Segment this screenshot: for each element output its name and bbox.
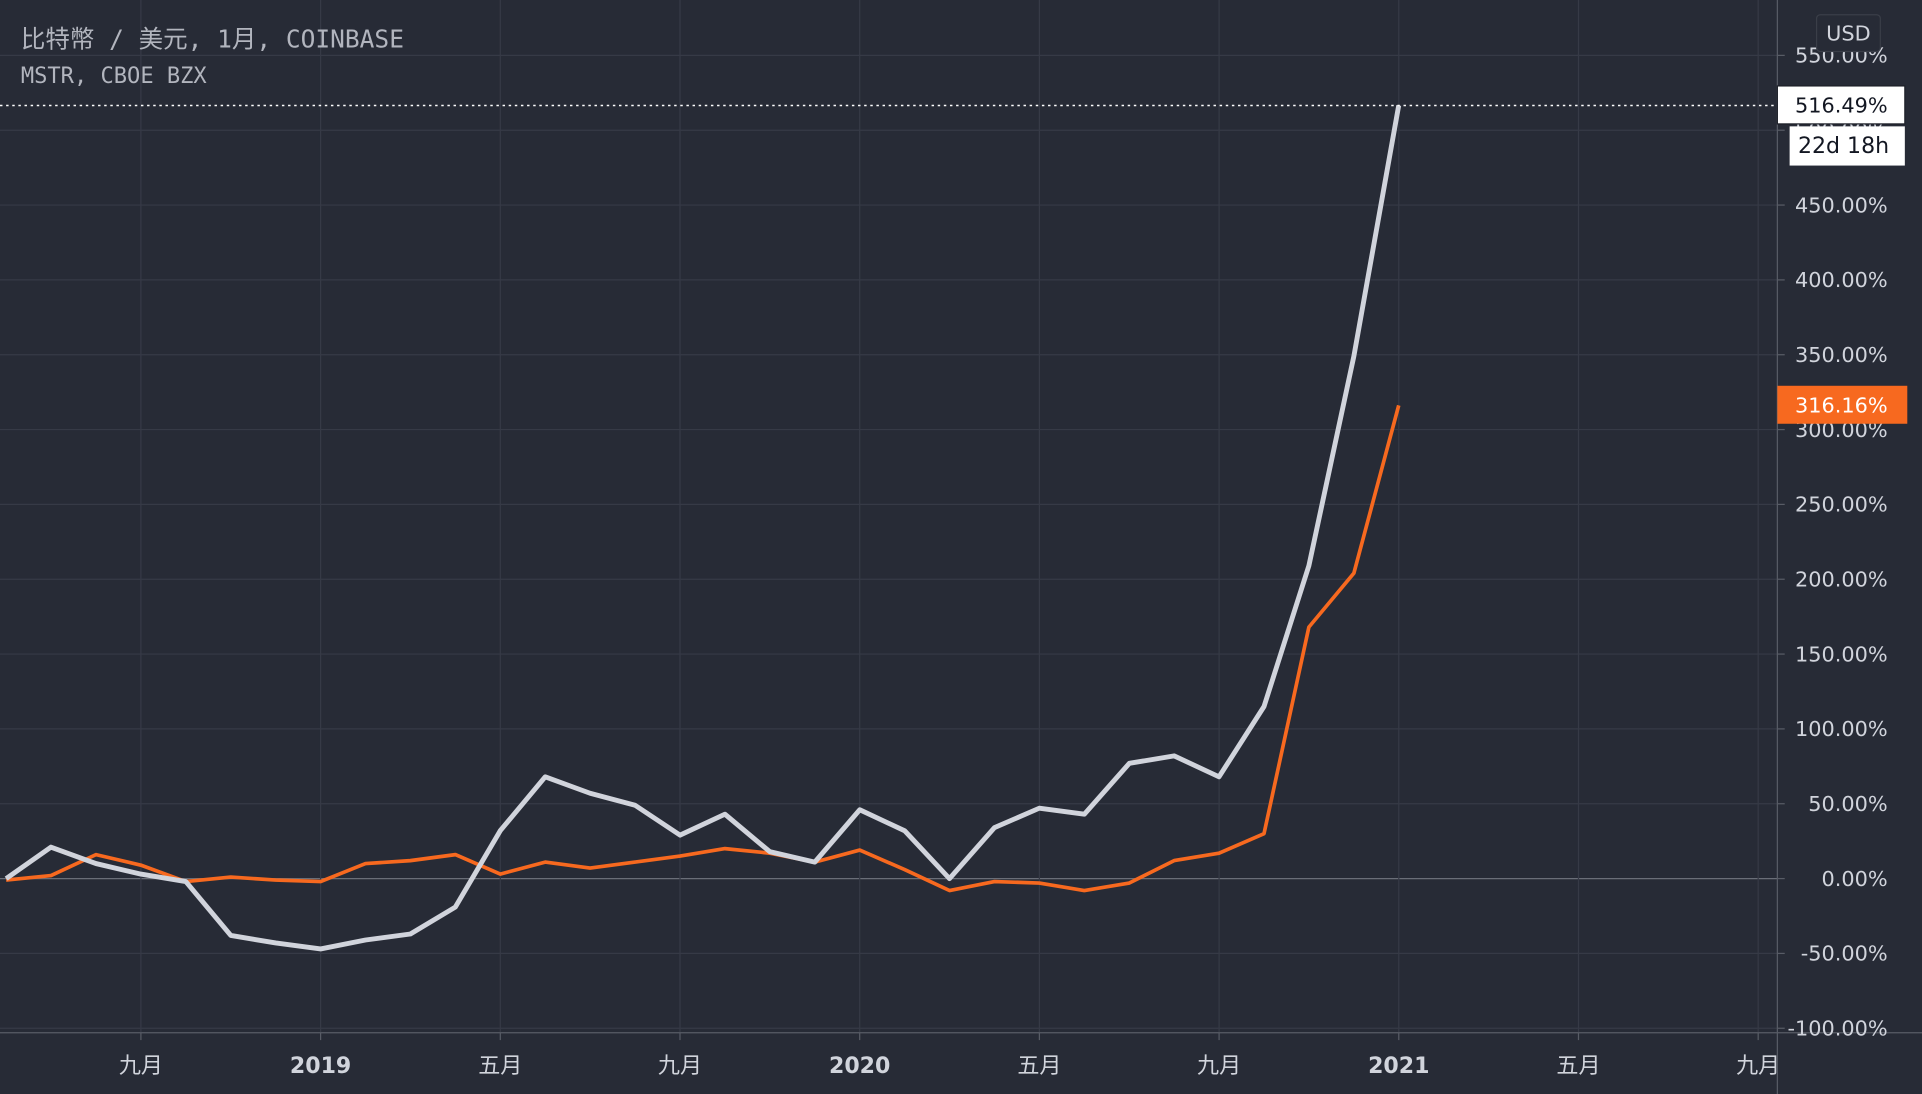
series-line (4, 105, 1402, 952)
x-tick-label: 五月 (1017, 1054, 1061, 1079)
x-tick-label: 九月 (1197, 1054, 1241, 1079)
x-tick-label: 五月 (478, 1054, 522, 1079)
x-tick-label: 2019 (290, 1054, 351, 1079)
legend-entry: MSTR, CBOE BZX (21, 64, 208, 89)
x-tick-label: 九月 (119, 1054, 163, 1079)
y-tick-label: 400.00% (1795, 268, 1888, 292)
x-tick-label: 2020 (829, 1054, 890, 1079)
y-tick-label: 150.00% (1795, 642, 1888, 666)
countdown: 22d 18h (1798, 134, 1889, 159)
y-tick-label: 350.00% (1795, 343, 1888, 367)
x-tick-label: 五月 (1556, 1054, 1600, 1079)
y-tick-label: 250.00% (1795, 493, 1888, 517)
legend-entry: 比特幣 / 美元, 1月, COINBASE (21, 24, 404, 53)
x-tick-label: 2021 (1368, 1054, 1429, 1079)
series-line (5, 404, 1401, 893)
last-value-badge (1777, 385, 1908, 424)
axis-labels: -100.00% -50.00% 0.00% 50.00% 100.00% 150.00%… (119, 44, 1888, 1079)
last-value-label: 516.49% (1795, 94, 1888, 118)
currency-button[interactable] (1815, 14, 1881, 53)
currency: USD (1826, 21, 1871, 45)
grid (0, 0, 1778, 1033)
y-tick-label: 450.00% (1795, 193, 1888, 217)
plot (0, 104, 1778, 952)
y-tick-label: 0.00% (1821, 867, 1887, 891)
y-tick-label: 200.00% (1795, 567, 1888, 591)
y-tick-label: 300.00% (1795, 418, 1888, 442)
x-tick-label: 九月 (1736, 1054, 1780, 1079)
countdown-badge (1789, 126, 1905, 166)
y-tick-label: -50.00% (1801, 942, 1888, 966)
x-tick-label: 九月 (658, 1054, 702, 1079)
y-tick-label: -100.00% (1787, 1016, 1887, 1040)
last-value-badge (1776, 85, 1906, 125)
y-tick-label: 50.00% (1808, 792, 1887, 816)
last-value-label: 316.16% (1795, 394, 1888, 418)
y-tick-label: 100.00% (1795, 717, 1888, 741)
